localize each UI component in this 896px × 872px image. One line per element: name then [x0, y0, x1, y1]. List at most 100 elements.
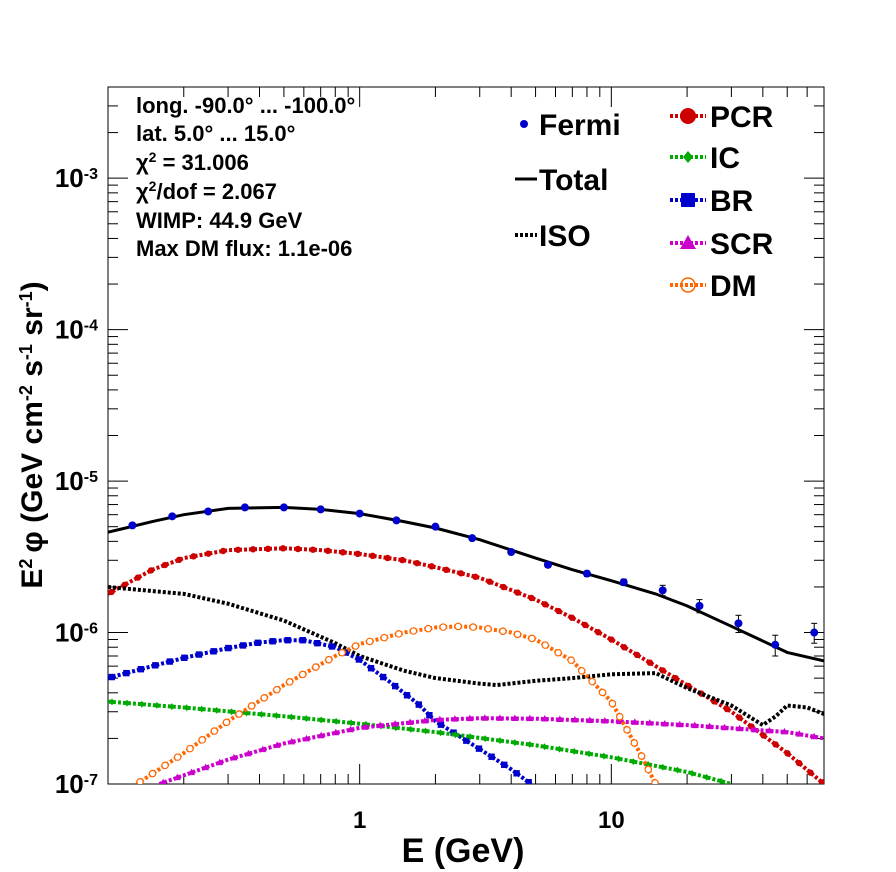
- scr-marker: [187, 768, 195, 776]
- pcr-marker: [633, 651, 641, 659]
- pcr-marker: [672, 674, 679, 682]
- pcr-marker: [134, 574, 142, 581]
- y-label-sup-s: -1: [16, 344, 36, 360]
- pcr-marker: [514, 589, 521, 596]
- fermi-point: [695, 601, 704, 610]
- scr-marker: [721, 723, 729, 731]
- ic-marker: [109, 698, 115, 706]
- br-marker: [299, 637, 306, 644]
- fermi-point: [468, 534, 477, 543]
- fermi-point: [316, 505, 325, 514]
- dm-marker: [651, 779, 659, 784]
- dm-marker: [409, 627, 418, 635]
- ic-marker: [527, 741, 533, 749]
- ic-marker: [542, 743, 548, 751]
- br-marker: [426, 711, 433, 719]
- dm-marker: [577, 666, 586, 675]
- pcr-marker: [736, 714, 743, 721]
- scr-marker: [391, 720, 399, 727]
- br-marker: [123, 669, 130, 677]
- ic-marker: [616, 755, 622, 763]
- dm-marker: [499, 627, 507, 635]
- dm-marker: [623, 726, 631, 734]
- scr-marker: [706, 722, 714, 730]
- ic-marker: [718, 777, 724, 784]
- ic-marker: [124, 699, 130, 707]
- ic-marker: [154, 701, 160, 709]
- ic-marker: [467, 733, 473, 741]
- scr-marker: [541, 715, 549, 722]
- y-tick-label: 10-6: [55, 618, 98, 648]
- legend-scr-label: SCR: [710, 228, 774, 261]
- pcr-marker: [264, 545, 272, 553]
- y-label-s: s: [16, 360, 49, 385]
- scr-marker: [244, 749, 252, 757]
- dm-marker: [439, 623, 447, 631]
- dm-marker: [235, 710, 243, 718]
- dm-marker: [644, 765, 653, 774]
- fermi-point: [431, 522, 440, 531]
- pcr-marker: [620, 644, 628, 651]
- dm-marker: [273, 685, 281, 694]
- ic-marker: [675, 766, 681, 774]
- dm-marker: [173, 753, 182, 761]
- br-marker: [501, 761, 508, 769]
- info-chi2-dof: χ2/dof = 2.067: [136, 178, 277, 204]
- pcr-marker: [555, 607, 562, 615]
- pcr-marker: [472, 573, 479, 580]
- scr-marker: [466, 714, 474, 722]
- pcr-marker: [219, 547, 227, 555]
- fermi-point: [279, 503, 288, 512]
- pcr-marker: [581, 621, 589, 629]
- dm-marker: [630, 739, 639, 747]
- ic-marker: [630, 758, 636, 766]
- scr-marker: [436, 715, 444, 723]
- y-label-sr: sr: [16, 307, 49, 344]
- scr-marker: [526, 714, 534, 722]
- pcr-marker: [807, 769, 814, 776]
- dm-marker: [148, 769, 157, 778]
- br-marker: [367, 665, 375, 672]
- pcr-marker: [384, 554, 391, 562]
- ic-marker: [348, 719, 354, 727]
- pcr-line: [108, 546, 824, 784]
- y-label-close: ): [16, 281, 49, 291]
- dm-marker: [298, 670, 307, 679]
- ic-marker: [423, 727, 429, 735]
- ic-marker: [571, 747, 577, 755]
- dm-marker: [484, 625, 492, 633]
- dm-marker: [554, 648, 562, 657]
- pcr-marker: [369, 552, 376, 560]
- ic-marker: [184, 704, 190, 712]
- legend-ic-marker: [683, 151, 693, 163]
- pcr-marker: [486, 578, 493, 585]
- scr-marker: [173, 773, 181, 781]
- scr-marker: [361, 723, 369, 730]
- legend-pcr-marker: [680, 108, 696, 124]
- ic-marker: [689, 769, 695, 777]
- dm-marker: [311, 663, 320, 671]
- dm-marker: [394, 630, 403, 638]
- scr-marker: [496, 714, 504, 721]
- legend-right: PCR IC BR SCR DM: [670, 101, 774, 303]
- y-tick-label: 10-3: [55, 163, 98, 193]
- dm-marker: [365, 637, 374, 646]
- dm-marker: [469, 623, 477, 631]
- pcr-marker: [541, 601, 549, 608]
- ic-marker: [258, 710, 264, 718]
- legend-br-label: BR: [710, 185, 754, 218]
- x-tick-label: 10: [598, 807, 625, 834]
- pcr-marker: [659, 667, 666, 674]
- pcr-marker: [457, 570, 465, 577]
- pcr-marker: [500, 583, 507, 591]
- dm-marker: [222, 718, 231, 727]
- x-tick-label: 1: [353, 807, 366, 834]
- scr-marker: [481, 714, 489, 721]
- br-marker: [488, 753, 495, 760]
- legend-dm-marker: [680, 277, 696, 293]
- pcr-marker: [175, 556, 183, 564]
- dm-marker: [588, 677, 596, 686]
- scr-marker: [751, 725, 759, 733]
- fermi-point: [507, 548, 516, 557]
- dm-marker: [380, 633, 389, 642]
